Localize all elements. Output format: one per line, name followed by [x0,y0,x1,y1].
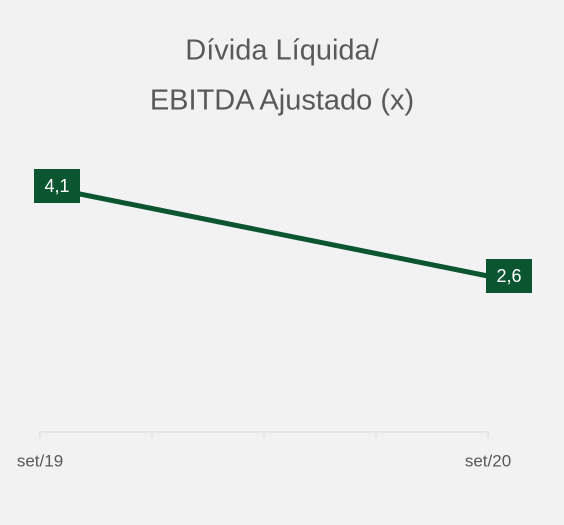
chart-title: EBITDA Ajustado (x) [150,85,414,117]
value-label: 2,6 [496,266,521,286]
value-label-box [486,259,532,293]
data-line [39,183,489,279]
value-label: 4,1 [44,176,69,196]
x-tick-label: set/19 [17,451,63,470]
x-axis [39,431,489,438]
x-tick-label: set/20 [465,451,511,470]
value-label-box [34,169,80,203]
chart-title: Dívida Líquida/ [185,35,379,67]
